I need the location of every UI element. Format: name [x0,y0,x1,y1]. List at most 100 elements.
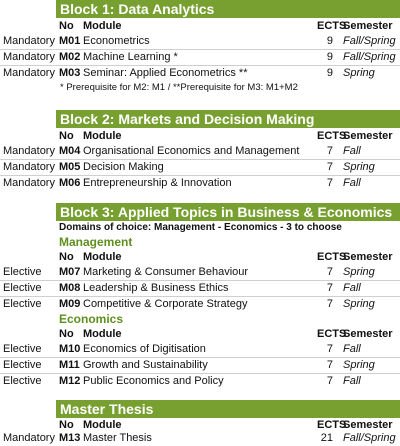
col-semester-header: Semester [343,419,393,431]
table-row: Mandatory M04 Organisational Economics a… [0,144,400,159]
row-ects: 7 [326,343,333,355]
row-type: Elective [3,375,42,387]
divider [0,159,400,160]
management-subheading: Management [59,235,133,249]
row-ects: 7 [326,145,333,157]
divider [0,357,400,358]
row-ects: 7 [326,298,333,310]
col-module-header: Module [83,251,122,263]
row-no: M03 [59,67,81,79]
divider [0,175,400,176]
row-no: M08 [59,282,81,294]
row-no: M09 [59,298,81,310]
table-row: Elective M07 Marketing & Consumer Behavi… [0,265,400,280]
table-row: Elective M08 Leadership & Business Ethic… [0,281,400,296]
row-module: Organisational Economics and Management [83,145,300,157]
table-row: Elective M10 Economics of Digitisation 7… [0,342,400,357]
table-row: Mandatory M05 Decision Making 7 Spring [0,160,400,175]
table-row: Mandatory M03 Seminar: Applied Econometr… [0,66,400,81]
divider [0,373,400,374]
row-semester: Fall/Spring [343,51,396,63]
col-ects-header: ECTS [317,251,347,263]
row-module: Machine Learning * [83,51,178,63]
row-ects: 7 [326,359,333,371]
row-type: Elective [3,298,42,310]
row-type: Mandatory [3,177,55,189]
row-module: Public Economics and Policy [83,375,224,387]
row-type: Elective [3,359,42,371]
row-type: Mandatory [3,35,55,47]
row-ects: 9 [326,51,333,63]
row-semester: Fall [343,282,361,294]
row-ects: 7 [326,266,333,278]
row-semester: Spring [343,298,375,310]
col-semester-header: Semester [343,251,393,263]
row-type: Mandatory [3,145,55,157]
row-module: Marketing & Consumer Behaviour [83,266,249,278]
table-row: Elective M12 Public Economics and Policy… [0,374,400,389]
divider [0,280,400,281]
col-module-header: Module [83,419,122,431]
row-no: M02 [59,51,81,63]
divider [0,296,400,297]
row-type: Mandatory [3,51,55,63]
row-module: Economics of Digitisation [83,343,206,355]
row-type: Mandatory [3,161,55,173]
row-type: Elective [3,266,42,278]
block2-header: Block 2: Markets and Decision Making [56,110,400,128]
row-no: M13 [59,432,81,444]
row-no: M07 [59,266,81,278]
row-no: M11 [59,359,80,371]
row-semester: Spring [343,266,375,278]
row-no: M01 [59,35,81,47]
row-ects: 7 [326,375,333,387]
col-module-header: Module [83,130,122,142]
table-row: Elective M09 Competitive & Corporate Str… [0,297,400,312]
row-semester: Spring [343,67,375,79]
col-no-header: No [59,130,74,142]
row-ects: 7 [326,177,333,189]
col-module-header: Module [83,20,122,32]
row-module: Competitive & Corporate Strategy [83,298,248,310]
divider [0,49,400,50]
row-module: Seminar: Applied Econometrics ** [83,67,248,79]
row-semester: Fall/Spring [343,35,396,47]
col-semester-header: Semester [343,328,393,340]
row-semester: Fall [343,145,361,157]
row-semester: Fall/Spring [343,432,396,444]
table-row: Mandatory M06 Entrepreneurship & Innovat… [0,176,400,191]
row-module: Econometrics [83,35,150,47]
row-semester: Fall [343,375,361,387]
thesis-header: Master Thesis [56,400,400,418]
row-ects: 7 [326,161,333,173]
col-ects-header: ECTS [317,419,347,431]
col-module-header: Module [83,328,122,340]
col-semester-header: Semester [343,20,393,32]
col-ects-header: ECTS [317,130,347,142]
row-ects: 9 [326,67,333,79]
row-semester: Fall [343,177,361,189]
row-module: Entrepreneurship & Innovation [83,177,232,189]
col-no-header: No [59,20,74,32]
row-semester: Spring [343,161,375,173]
economics-subheading: Economics [59,312,124,326]
row-ects: 9 [326,35,333,47]
row-semester: Fall [343,343,361,355]
row-module: Growth and Sustainability [83,359,208,371]
block1-header: Block 1: Data Analytics [56,0,400,18]
col-ects-header: ECTS [317,328,347,340]
row-module: Master Thesis [83,432,152,444]
col-no-header: No [59,328,74,340]
prerequisite-note: * Prerequisite for M2: M1 / **Prerequisi… [60,82,298,93]
block3-header: Block 3: Applied Topics in Business & Ec… [56,203,400,221]
table-row: Mandatory M01 Econometrics 9 Fall/Spring [0,34,400,49]
table-row: Mandatory M02 Machine Learning * 9 Fall/… [0,50,400,65]
col-ects-header: ECTS [317,20,347,32]
col-no-header: No [59,419,74,431]
row-no: M05 [59,161,81,173]
row-module: Decision Making [83,161,164,173]
table-row: Mandatory M13 Master Thesis 21 Fall/Spri… [0,431,400,446]
divider [0,65,400,66]
col-semester-header: Semester [343,130,393,142]
row-type: Elective [3,282,42,294]
